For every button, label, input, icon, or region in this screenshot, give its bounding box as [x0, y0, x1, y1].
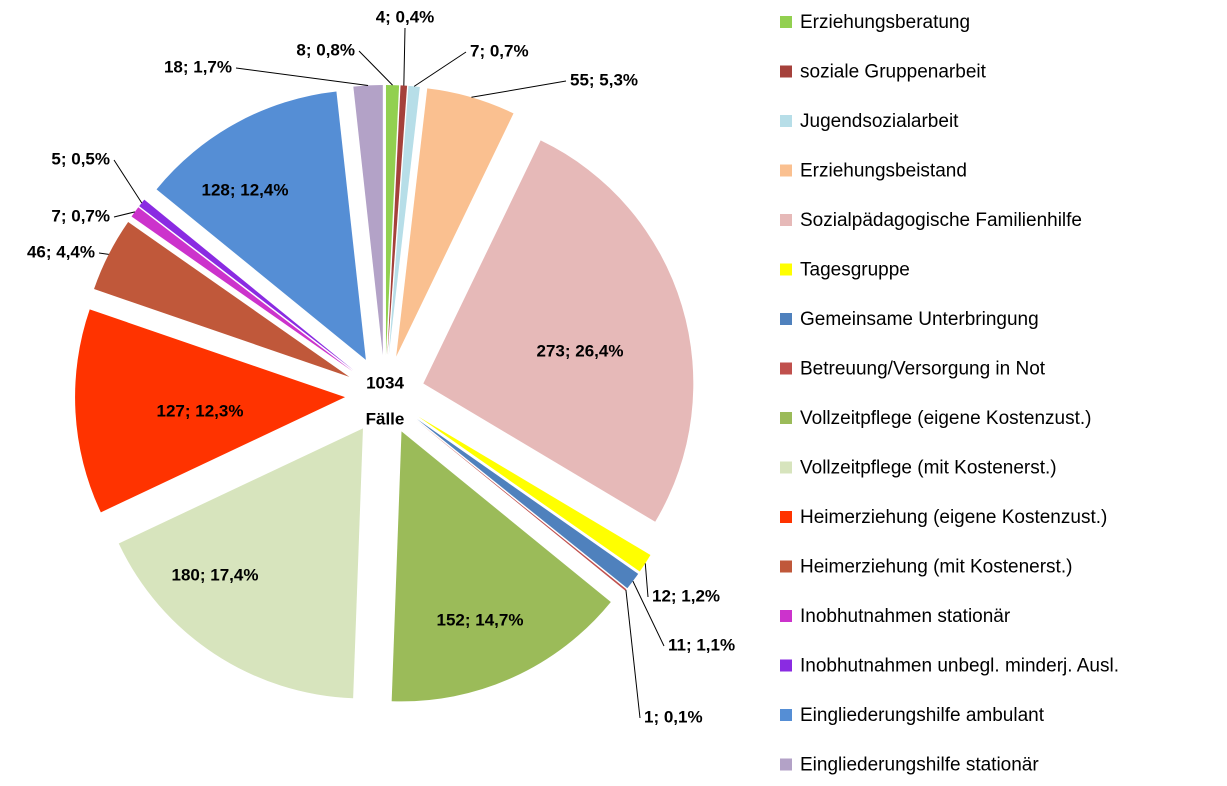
data-label: 8; 0,8% — [296, 40, 355, 59]
leader-line — [632, 580, 665, 647]
pie-slice — [391, 431, 611, 702]
data-label: 180; 17,4% — [172, 565, 259, 584]
leader-line — [113, 159, 143, 204]
pie-slice — [131, 207, 353, 372]
legend-label: Vollzeitpflege (eigene Kostenzust.) — [800, 408, 1092, 429]
pie-slice — [75, 309, 346, 513]
legend-label: Betreuung/Versorgung in Not — [800, 359, 1046, 380]
legend-label: Erziehungsbeistand — [800, 161, 967, 182]
leader-line — [235, 67, 369, 86]
data-label: 18; 1,7% — [164, 57, 232, 76]
data-label: 273; 26,4% — [537, 341, 624, 360]
legend-swatch — [780, 115, 792, 127]
data-label: 127; 12,3% — [157, 401, 244, 420]
data-label: 128; 12,4% — [202, 180, 289, 199]
data-label: 7; 0,7% — [51, 206, 110, 225]
legend-label: Inobhutnahmen stationär — [800, 606, 1011, 627]
pie-slice — [418, 416, 651, 572]
legend-swatch — [780, 560, 792, 573]
center-unit: Fälle — [366, 409, 405, 428]
legend-swatch — [780, 709, 792, 721]
legend-label: Heimerziehung (mit Kostenerst.) — [800, 557, 1072, 578]
legend-label: Eingliederungshilfe stationär — [800, 755, 1039, 776]
legend-label: Gemeinsame Unterbringung — [800, 309, 1039, 330]
leader-line — [625, 590, 641, 719]
pie-slice — [416, 420, 627, 591]
legend-label: Heimerziehung (eigene Kostenzust.) — [800, 507, 1107, 528]
pie-slice — [388, 85, 420, 356]
pie-slice — [387, 85, 408, 356]
legend-swatch — [780, 65, 792, 78]
legend-swatch — [780, 16, 792, 28]
legend-swatch — [780, 659, 792, 672]
legend-swatch — [780, 511, 792, 523]
legend-label: soziale Gruppenarbeit — [800, 62, 987, 83]
legend-label: Vollzeitpflege (mit Kostenerst.) — [800, 458, 1057, 479]
leader-line — [403, 27, 406, 86]
legend-swatch — [780, 263, 792, 276]
pie-slice — [156, 91, 366, 360]
legend-label: Jugendsozialarbeit — [800, 111, 959, 132]
pie-slice — [118, 428, 363, 699]
pie-slice — [416, 419, 639, 589]
data-label: 55; 5,3% — [570, 70, 638, 89]
leader-line — [644, 563, 649, 598]
pie-slice — [139, 199, 354, 371]
legend-swatch — [780, 214, 792, 226]
data-label: 12; 1,2% — [652, 586, 720, 605]
pie-slice — [385, 85, 400, 356]
leader-line — [113, 211, 135, 218]
leader-line — [358, 50, 393, 86]
data-label: 1; 0,1% — [644, 707, 703, 726]
legend-label: Erziehungsberatung — [800, 12, 970, 33]
data-label: 11; 1,1% — [668, 635, 735, 654]
pie-slice — [94, 222, 350, 377]
legend-swatch — [780, 610, 792, 622]
data-label: 4; 0,4% — [376, 7, 435, 26]
legend-swatch — [780, 164, 792, 177]
data-label: 5; 0,5% — [51, 149, 110, 168]
center-total: 1034 — [366, 373, 404, 392]
legend-label: Inobhutnahmen unbegl. minderj. Ausl. — [800, 656, 1119, 677]
leader-line — [413, 51, 467, 87]
data-label: 46; 4,4% — [27, 242, 95, 261]
legend-swatch — [780, 412, 792, 424]
pie-slice — [353, 85, 383, 356]
legend-label: Eingliederungshilfe ambulant — [800, 705, 1045, 726]
data-label: 7; 0,7% — [470, 41, 529, 60]
data-label: 152; 14,7% — [437, 610, 524, 629]
pie-slice — [396, 88, 514, 357]
legend-swatch — [780, 758, 792, 771]
leader-line — [98, 252, 109, 255]
legend-swatch — [780, 461, 792, 474]
pie-slice — [423, 140, 694, 522]
legend-swatch — [780, 313, 792, 325]
leader-line — [471, 80, 567, 98]
legend-swatch — [780, 362, 792, 375]
legend-label: Sozialpädagogische Familienhilfe — [800, 210, 1082, 231]
legend-label: Tagesgruppe — [800, 260, 910, 281]
